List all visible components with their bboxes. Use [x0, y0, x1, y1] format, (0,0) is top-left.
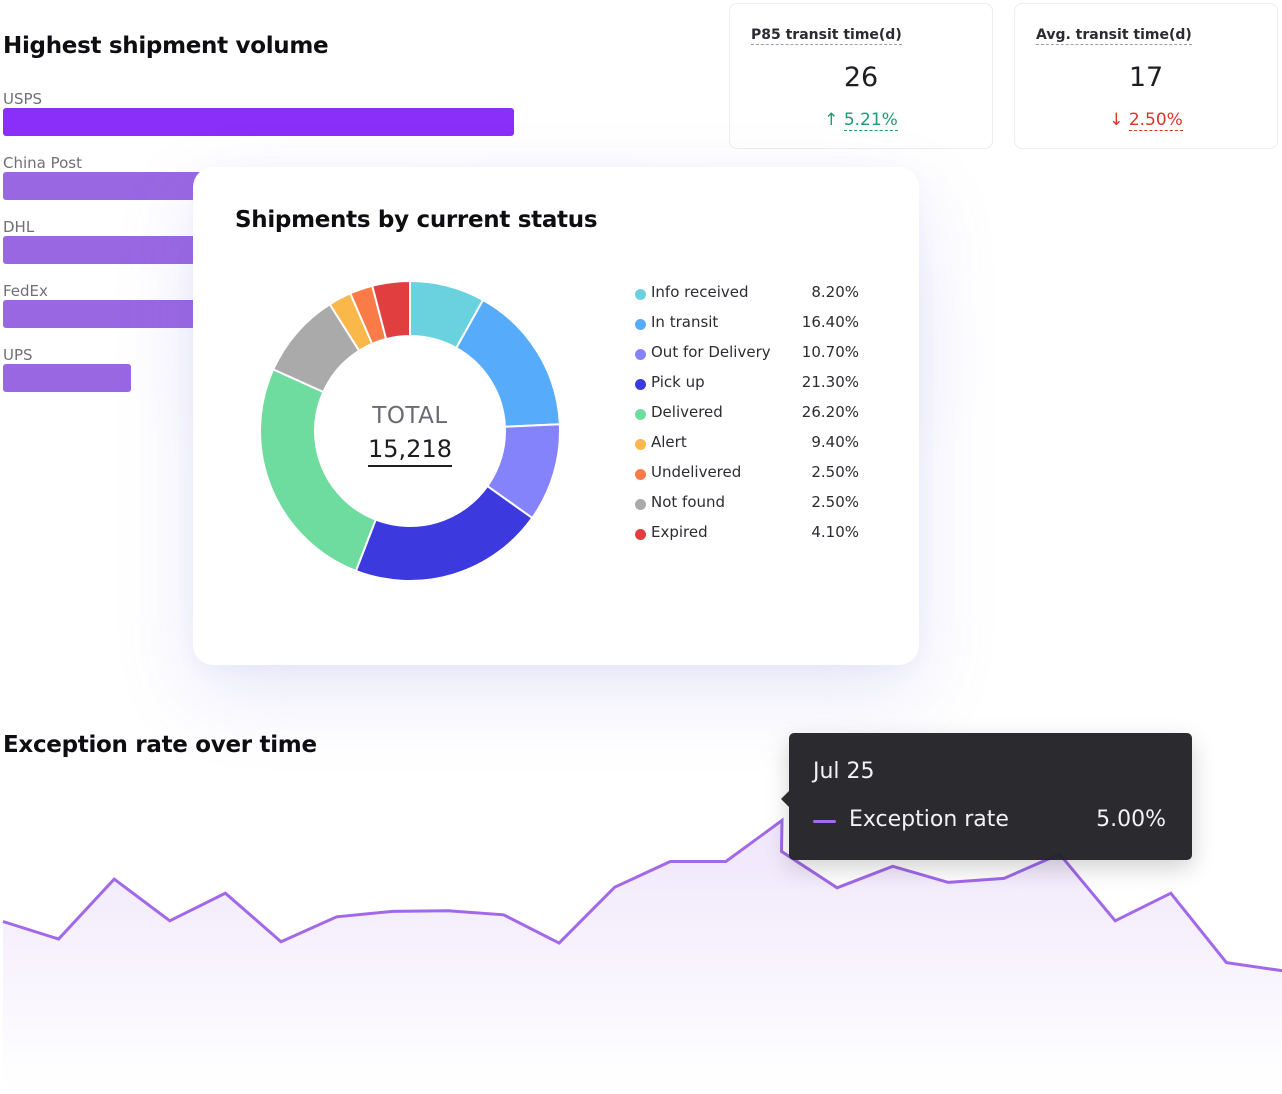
legend-value: 2.50%: [811, 493, 859, 511]
data-point[interactable]: [1002, 876, 1006, 880]
data-point[interactable]: [780, 849, 784, 853]
data-point[interactable]: [557, 941, 561, 945]
series-line-icon: [813, 820, 836, 823]
data-point[interactable]: [1224, 961, 1228, 965]
data-point[interactable]: [613, 885, 617, 889]
legend-label: Info received: [651, 283, 749, 301]
donut-slice[interactable]: [371, 279, 411, 341]
stat-value: 26: [843, 62, 879, 93]
legend-label: In transit: [651, 313, 719, 331]
status-donut-chart: [259, 279, 561, 582]
legend-item[interactable]: Info received 8.20%: [635, 283, 859, 305]
bar-label: UPS: [3, 346, 33, 364]
legend-dot-icon: [635, 409, 646, 420]
legend-item[interactable]: Not found 2.50%: [635, 493, 859, 515]
bar-label: DHL: [3, 218, 35, 236]
legend-label: Undelivered: [651, 463, 742, 481]
legend-item[interactable]: Alert 9.40%: [635, 433, 859, 455]
legend-value: 21.30%: [801, 373, 859, 391]
legend-dot-icon: [635, 499, 646, 510]
legend-label: Delivered: [651, 403, 723, 421]
legend-dot-icon: [635, 289, 646, 300]
legend-value: 4.10%: [811, 523, 859, 541]
tooltip-date: Jul 25: [813, 759, 875, 784]
legend-dot-icon: [635, 319, 646, 330]
data-point[interactable]: [1, 920, 5, 924]
data-point[interactable]: [446, 909, 450, 913]
data-point[interactable]: [668, 860, 672, 864]
data-point[interactable]: [1169, 891, 1173, 895]
data-point[interactable]: [1113, 919, 1117, 923]
data-point[interactable]: [335, 915, 339, 919]
legend-dot-icon: [635, 469, 646, 480]
area-fill: [3, 820, 1282, 1090]
legend-label: Expired: [651, 523, 708, 541]
stat-change: ↓ 2.50%: [1015, 110, 1277, 131]
bar-label: FedEx: [3, 282, 48, 300]
stat-change-value: 2.50%: [1128, 110, 1183, 131]
data-point[interactable]: [223, 891, 227, 895]
bar[interactable]: [3, 364, 131, 392]
arrow-up-icon: ↑: [824, 110, 839, 130]
legend-dot-icon: [635, 379, 646, 390]
data-point[interactable]: [835, 886, 839, 890]
tooltip-series: Exception rate: [849, 807, 1009, 832]
data-point[interactable]: [57, 937, 61, 941]
exception-title: Exception rate over time: [3, 732, 317, 758]
legend-item[interactable]: Pick up 21.30%: [635, 373, 859, 395]
volume-title: Highest shipment volume: [3, 33, 329, 59]
data-point[interactable]: [724, 860, 728, 864]
legend-value: 9.40%: [811, 433, 859, 451]
status-title: Shipments by current status: [235, 207, 598, 233]
data-point[interactable]: [112, 877, 116, 881]
arrow-down-icon: ↓: [1109, 110, 1124, 130]
legend-item[interactable]: Out for Delivery 10.70%: [635, 343, 859, 365]
legend-value: 26.20%: [801, 403, 859, 421]
stat-label: P85 transit time(d): [751, 27, 902, 45]
legend-value: 8.20%: [811, 283, 859, 301]
legend-value: 10.70%: [801, 343, 859, 361]
legend-value: 16.40%: [801, 313, 859, 331]
legend-dot-icon: [635, 349, 646, 360]
stat-value: 17: [1128, 62, 1164, 93]
bar-label: USPS: [3, 90, 43, 108]
legend-label: Alert: [651, 433, 687, 451]
status-card: Shipments by current status TOTAL 15,218…: [193, 167, 919, 665]
total-value-text[interactable]: 15,218: [368, 435, 452, 467]
donut-slice[interactable]: [354, 484, 534, 582]
data-point[interactable]: [168, 919, 172, 923]
legend-item[interactable]: Undelivered 2.50%: [635, 463, 859, 485]
data-point[interactable]: [946, 880, 950, 884]
legend-dot-icon: [635, 529, 646, 540]
tooltip-value: 5.00%: [1096, 807, 1166, 832]
legend-item[interactable]: In transit 16.40%: [635, 313, 859, 335]
donut-slice[interactable]: [259, 368, 378, 573]
data-point[interactable]: [279, 940, 283, 944]
bar-label: China Post: [3, 154, 82, 172]
data-point[interactable]: [891, 864, 895, 868]
legend-item[interactable]: Delivered 26.20%: [635, 403, 859, 425]
data-point[interactable]: [780, 818, 784, 822]
stat-change: ↑ 5.21%: [730, 110, 992, 131]
stat-card-p85: P85 transit time(d) 26 ↑ 5.21%: [729, 3, 993, 149]
legend-value: 2.50%: [811, 463, 859, 481]
stat-card-avg: Avg. transit time(d) 17 ↓ 2.50%: [1014, 3, 1278, 149]
chart-tooltip: Jul 25 Exception rate 5.00%: [781, 733, 1192, 860]
legend-label: Out for Delivery: [651, 343, 771, 361]
legend-item[interactable]: Expired 4.10%: [635, 523, 859, 545]
legend-dot-icon: [635, 439, 646, 450]
legend-label: Not found: [651, 493, 726, 511]
stat-change-value: 5.21%: [843, 110, 898, 131]
data-point[interactable]: [390, 909, 394, 913]
bar[interactable]: [3, 108, 514, 136]
legend-label: Pick up: [651, 373, 705, 391]
stat-label: Avg. transit time(d): [1036, 27, 1192, 45]
data-point[interactable]: [501, 913, 505, 917]
total-value[interactable]: 15,218: [310, 435, 510, 467]
total-label: TOTAL: [372, 403, 448, 429]
